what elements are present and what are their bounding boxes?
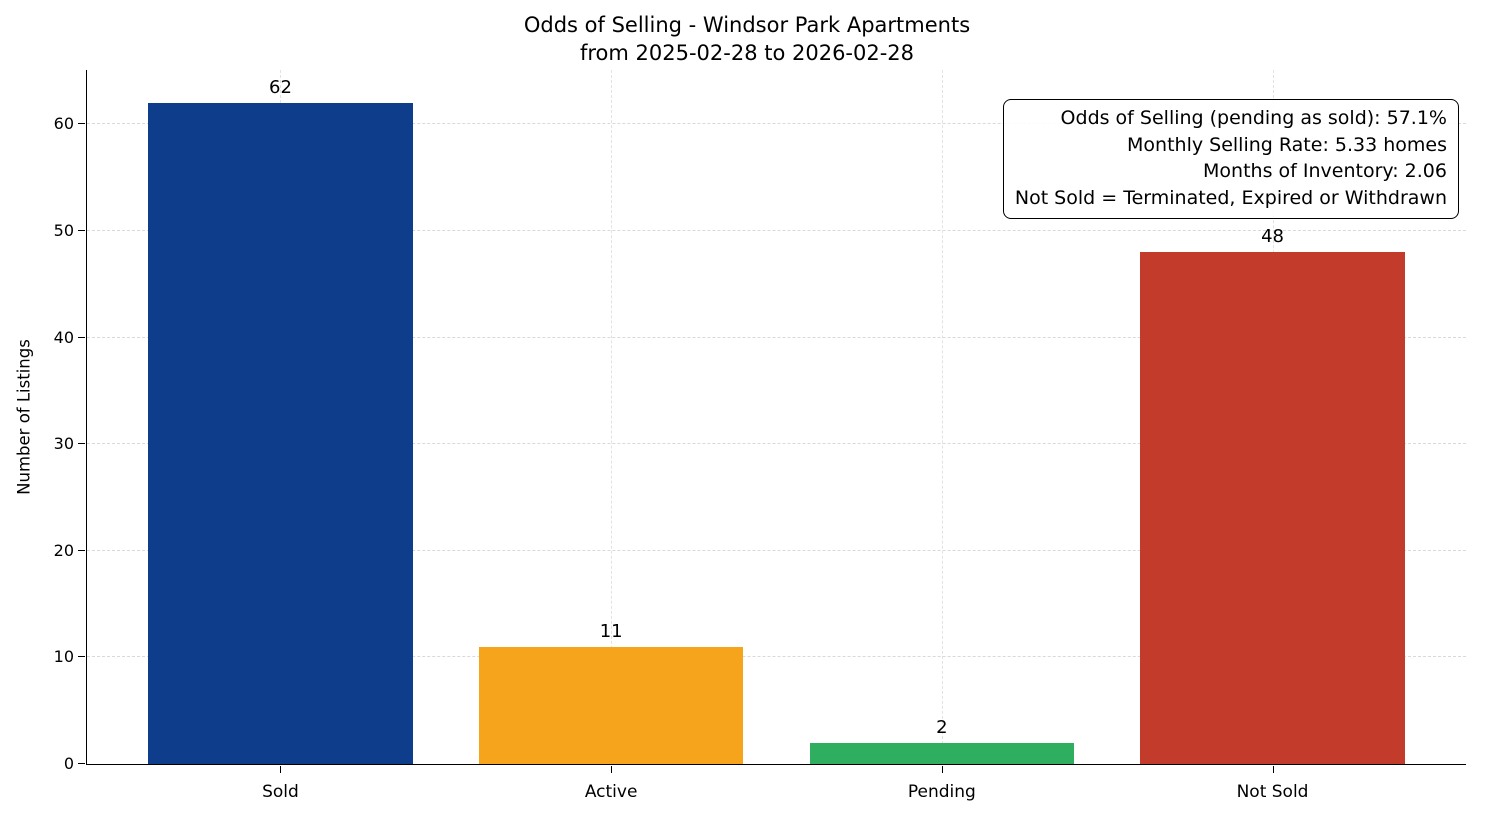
x-tick-mark — [941, 765, 943, 773]
x-tick-mark — [1272, 765, 1274, 773]
h-gridline — [87, 123, 1466, 125]
annotation-line-not-sold-definition: Not Sold = Terminated, Expired or Withdr… — [1014, 186, 1447, 209]
y-tick-mark — [78, 443, 85, 445]
annotation-box: Odds of Selling (pending as sold): 57.1%… — [1002, 99, 1459, 219]
title-block: Odds of Selling - Windsor Park Apartment… — [0, 11, 1494, 67]
bar-value-sold: 62 — [269, 77, 292, 99]
x-tick-label-not-sold: Not Sold — [1236, 782, 1309, 802]
annotation-line-odds-of-selling: Odds of Selling (pending as sold): 57.1% — [1060, 107, 1447, 129]
v-gridline — [611, 70, 613, 764]
chart-title: Odds of Selling - Windsor Park Apartment… — [523, 13, 971, 37]
plot-area: Odds of Selling (pending as sold): 57.1%… — [54, 70, 1466, 802]
x-tick-mark — [280, 765, 282, 773]
y-tick-label: 40 — [53, 327, 74, 347]
bar-value-active: 11 — [599, 620, 623, 642]
x-tick-label-pending: Pending — [907, 782, 976, 802]
bar-value-not-sold: 48 — [1261, 226, 1284, 248]
h-gridline — [87, 656, 1466, 658]
h-gridline — [87, 229, 1466, 231]
y-tick-mark — [78, 549, 85, 551]
y-axis-label: Number of Listings — [14, 339, 34, 495]
h-gridline — [87, 443, 1466, 445]
h-gridline — [87, 336, 1466, 338]
bar-value-pending: 2 — [936, 716, 948, 738]
bar-sold — [148, 103, 413, 764]
x-tick-label-sold: Sold — [262, 782, 299, 802]
annotation-line-monthly-selling-rate: Monthly Selling Rate: 5.33 homes — [1127, 133, 1447, 156]
bar-active — [478, 646, 744, 764]
y-tick-label: 20 — [53, 540, 74, 560]
y-tick-mark — [78, 123, 85, 125]
y-tick-mark — [78, 656, 85, 658]
x-tick-mark — [611, 765, 613, 773]
annotation-line-months-of-inventory: Months of Inventory: 2.06 — [1203, 160, 1447, 182]
y-tick-label: 50 — [53, 220, 74, 240]
y-tick-label: 10 — [53, 647, 74, 667]
y-tick-mark — [78, 763, 85, 764]
y-tick-label: 0 — [63, 754, 74, 773]
h-gridline — [87, 549, 1466, 551]
y-tick-label: 30 — [53, 434, 74, 454]
x-tick-label-active: Active — [584, 782, 638, 802]
bar-pending — [809, 742, 1075, 764]
y-tick-mark — [78, 336, 85, 338]
chart-subtitle: from 2025-02-28 to 2026-02-28 — [579, 41, 915, 65]
y-tick-label: 60 — [53, 114, 74, 134]
bar-not-sold — [1140, 252, 1405, 764]
v-gridline — [941, 70, 943, 764]
y-tick-mark — [78, 229, 85, 231]
